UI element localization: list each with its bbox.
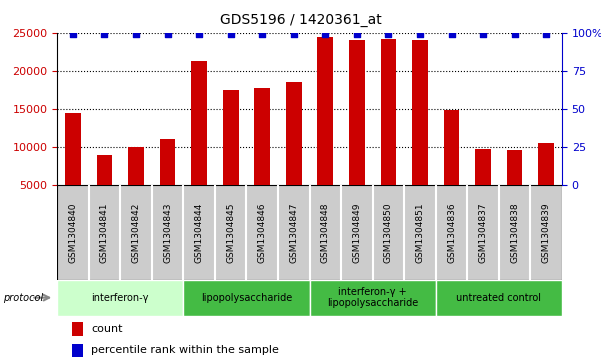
Point bbox=[68, 31, 78, 37]
Bar bbox=[128, 147, 144, 223]
Point bbox=[163, 31, 172, 37]
Bar bbox=[160, 139, 175, 223]
Bar bbox=[183, 280, 310, 316]
Point bbox=[289, 31, 299, 37]
Bar bbox=[475, 149, 491, 223]
Point bbox=[100, 31, 109, 37]
Bar bbox=[72, 322, 84, 336]
Text: GSM1304851: GSM1304851 bbox=[415, 202, 424, 263]
Text: GSM1304850: GSM1304850 bbox=[384, 202, 393, 263]
Text: count: count bbox=[91, 324, 123, 334]
Point bbox=[226, 31, 236, 37]
Text: GSM1304846: GSM1304846 bbox=[258, 202, 267, 262]
Point bbox=[131, 31, 141, 37]
Point bbox=[510, 31, 519, 37]
Text: GSM1304847: GSM1304847 bbox=[289, 202, 298, 262]
Point bbox=[383, 31, 393, 37]
Text: interferon-γ: interferon-γ bbox=[91, 293, 149, 303]
Text: GSM1304849: GSM1304849 bbox=[352, 202, 361, 262]
Bar bbox=[191, 61, 207, 223]
Bar bbox=[507, 150, 522, 223]
Point bbox=[478, 31, 488, 37]
Text: GSM1304845: GSM1304845 bbox=[226, 202, 235, 262]
Bar bbox=[65, 113, 81, 223]
Point bbox=[542, 31, 551, 37]
Text: lipopolysaccharide: lipopolysaccharide bbox=[201, 293, 292, 303]
Bar bbox=[310, 280, 436, 316]
Bar bbox=[97, 155, 112, 223]
Bar bbox=[380, 39, 396, 223]
Bar bbox=[57, 280, 183, 316]
Bar bbox=[538, 143, 554, 223]
Text: untreated control: untreated control bbox=[456, 293, 542, 303]
Text: GSM1304844: GSM1304844 bbox=[195, 202, 204, 262]
Bar bbox=[286, 82, 302, 223]
Text: protocol: protocol bbox=[3, 293, 43, 303]
Text: GSM1304842: GSM1304842 bbox=[132, 202, 141, 262]
Bar bbox=[223, 90, 239, 223]
Point bbox=[194, 31, 204, 37]
Text: GSM1304843: GSM1304843 bbox=[163, 202, 172, 262]
Text: GSM1304841: GSM1304841 bbox=[100, 202, 109, 262]
Text: GDS5196 / 1420361_at: GDS5196 / 1420361_at bbox=[219, 13, 382, 27]
Point bbox=[415, 31, 425, 37]
Point bbox=[257, 31, 267, 37]
Bar bbox=[349, 40, 365, 223]
Text: percentile rank within the sample: percentile rank within the sample bbox=[91, 345, 279, 355]
Point bbox=[320, 31, 330, 37]
Text: GSM1304839: GSM1304839 bbox=[542, 202, 551, 263]
Text: GSM1304848: GSM1304848 bbox=[321, 202, 330, 262]
Text: interferon-γ +
lipopolysaccharide: interferon-γ + lipopolysaccharide bbox=[327, 287, 418, 309]
Text: GSM1304840: GSM1304840 bbox=[69, 202, 78, 262]
Bar bbox=[444, 110, 459, 223]
Text: GSM1304837: GSM1304837 bbox=[478, 202, 487, 263]
Bar bbox=[72, 344, 84, 357]
Point bbox=[352, 31, 362, 37]
Bar bbox=[412, 40, 428, 223]
Text: GSM1304836: GSM1304836 bbox=[447, 202, 456, 263]
Bar bbox=[254, 88, 270, 223]
Bar bbox=[436, 280, 562, 316]
Point bbox=[447, 31, 456, 37]
Text: GSM1304838: GSM1304838 bbox=[510, 202, 519, 263]
Bar bbox=[317, 37, 333, 223]
